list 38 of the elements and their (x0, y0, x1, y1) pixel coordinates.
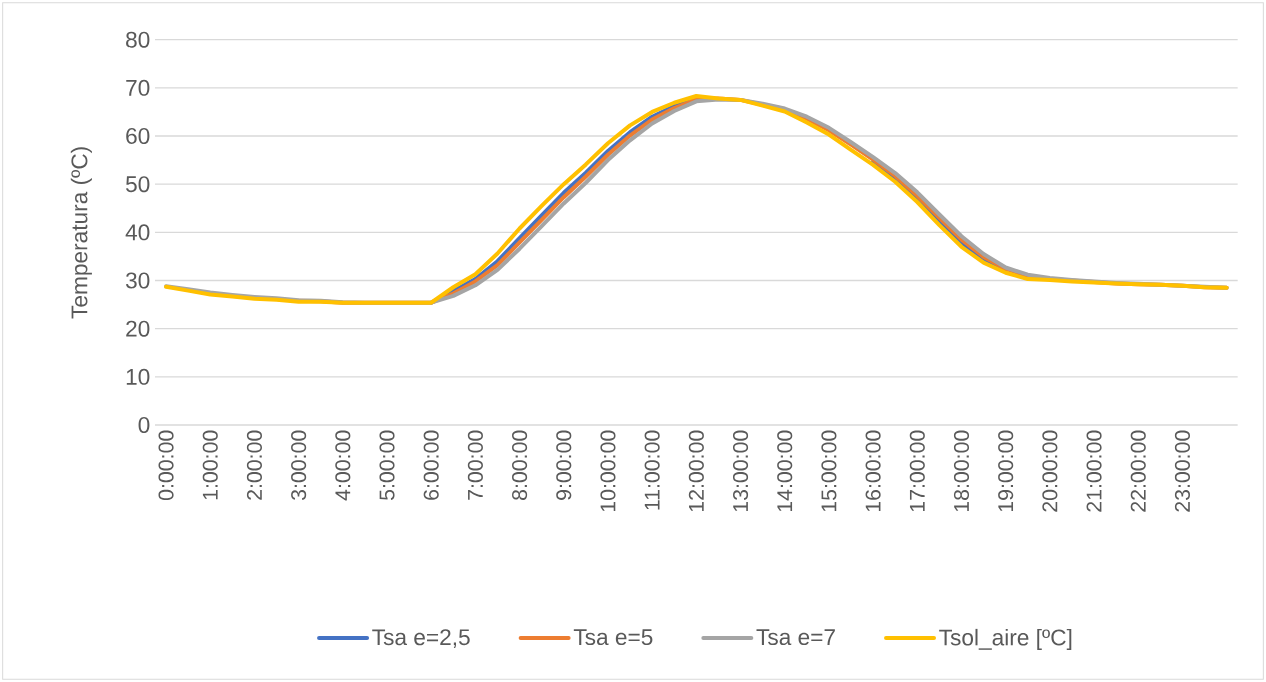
x-tick-label: 4:00:00 (335, 430, 351, 501)
x-tick-label: 13:00:00 (732, 430, 749, 512)
x-tick-label: 19:00:00 (998, 430, 1014, 512)
y-tick-label: 0 (138, 416, 150, 434)
y-tick-label: 30 (125, 272, 150, 289)
y-axis-title: Temperatura (ºC) (70, 147, 92, 319)
y-tick-label: 60 (126, 127, 150, 145)
y-tick-label: 20 (126, 320, 150, 337)
x-tick-label: 11:00:00 (644, 430, 660, 510)
x-tick-label: 21:00:00 (1086, 430, 1102, 512)
x-tick-label: 20:00:00 (1042, 430, 1058, 512)
x-tick-label: 23:00:00 (1174, 430, 1190, 512)
legend-label: Tsol_aire [ºC] (939, 628, 1072, 650)
y-tick-label: 10 (126, 368, 150, 385)
x-tick-label: 14:00:00 (777, 430, 793, 512)
x-tick-label: 10:00:00 (600, 430, 616, 512)
x-tick-label: 6:00:00 (423, 430, 439, 500)
x-tick-label: 7:00:00 (467, 430, 483, 500)
legend-label: Tsa e=2,5 (372, 629, 470, 648)
y-tick-label: 50 (125, 176, 150, 193)
x-tick-label: 15:00:00 (821, 430, 837, 512)
y-tick-label: 40 (125, 224, 150, 241)
x-tick-label: 22:00:00 (1130, 430, 1146, 512)
x-tick-label: 5:00:00 (379, 430, 395, 501)
x-tick-label: 16:00:00 (865, 430, 881, 512)
x-tick-label: 17:00:00 (909, 430, 925, 512)
x-tick-label: 8:00:00 (512, 430, 528, 500)
legend-label: Tsa e=7 (756, 629, 835, 646)
x-tick-label: 1:00:00 (202, 430, 218, 500)
x-tick-label: 2:00:00 (246, 430, 262, 500)
legend-label: Tsa e=5 (573, 629, 653, 646)
x-tick-label: 3:00:00 (291, 430, 307, 501)
y-tick-label: 80 (126, 31, 150, 48)
x-tick-label: 18:00:00 (953, 430, 970, 512)
x-tick-label: 12:00:00 (688, 430, 704, 512)
x-tick-label: 9:00:00 (556, 430, 572, 500)
y-tick-label: 70 (126, 79, 150, 96)
x-tick-label: 0:00:00 (158, 430, 174, 501)
